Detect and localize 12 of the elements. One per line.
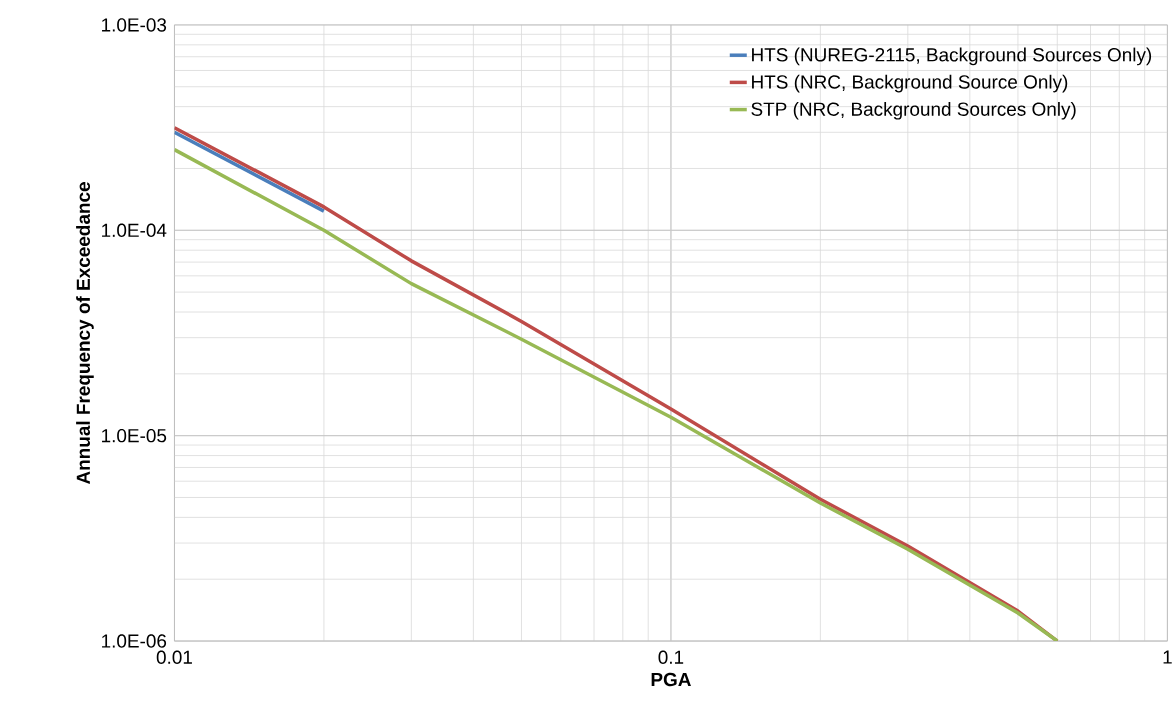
y-tick-label: 1.0E-04 xyxy=(102,223,167,238)
y-tick-label: 1.0E-05 xyxy=(102,429,167,443)
legend-label: HTS (NUREG-2115, Background Sources Only) xyxy=(752,47,1152,66)
x-tick-label: 0.1 xyxy=(658,650,684,665)
y-axis-title: Annual Frequency of Exceedance xyxy=(76,182,94,485)
legend-label: STP (NRC, Background Sources Only) xyxy=(751,102,1076,120)
legend-label: HTS (NRC, Background Source Only) xyxy=(752,74,1068,93)
x-tick-label: 1 xyxy=(1163,650,1172,664)
y-tick-label: 1.0E-03 xyxy=(102,18,167,32)
x-tick-label: 0.01 xyxy=(156,650,192,665)
x-axis-title: PGA xyxy=(651,672,691,687)
y-tick-label: 1.0E-06 xyxy=(102,634,167,648)
